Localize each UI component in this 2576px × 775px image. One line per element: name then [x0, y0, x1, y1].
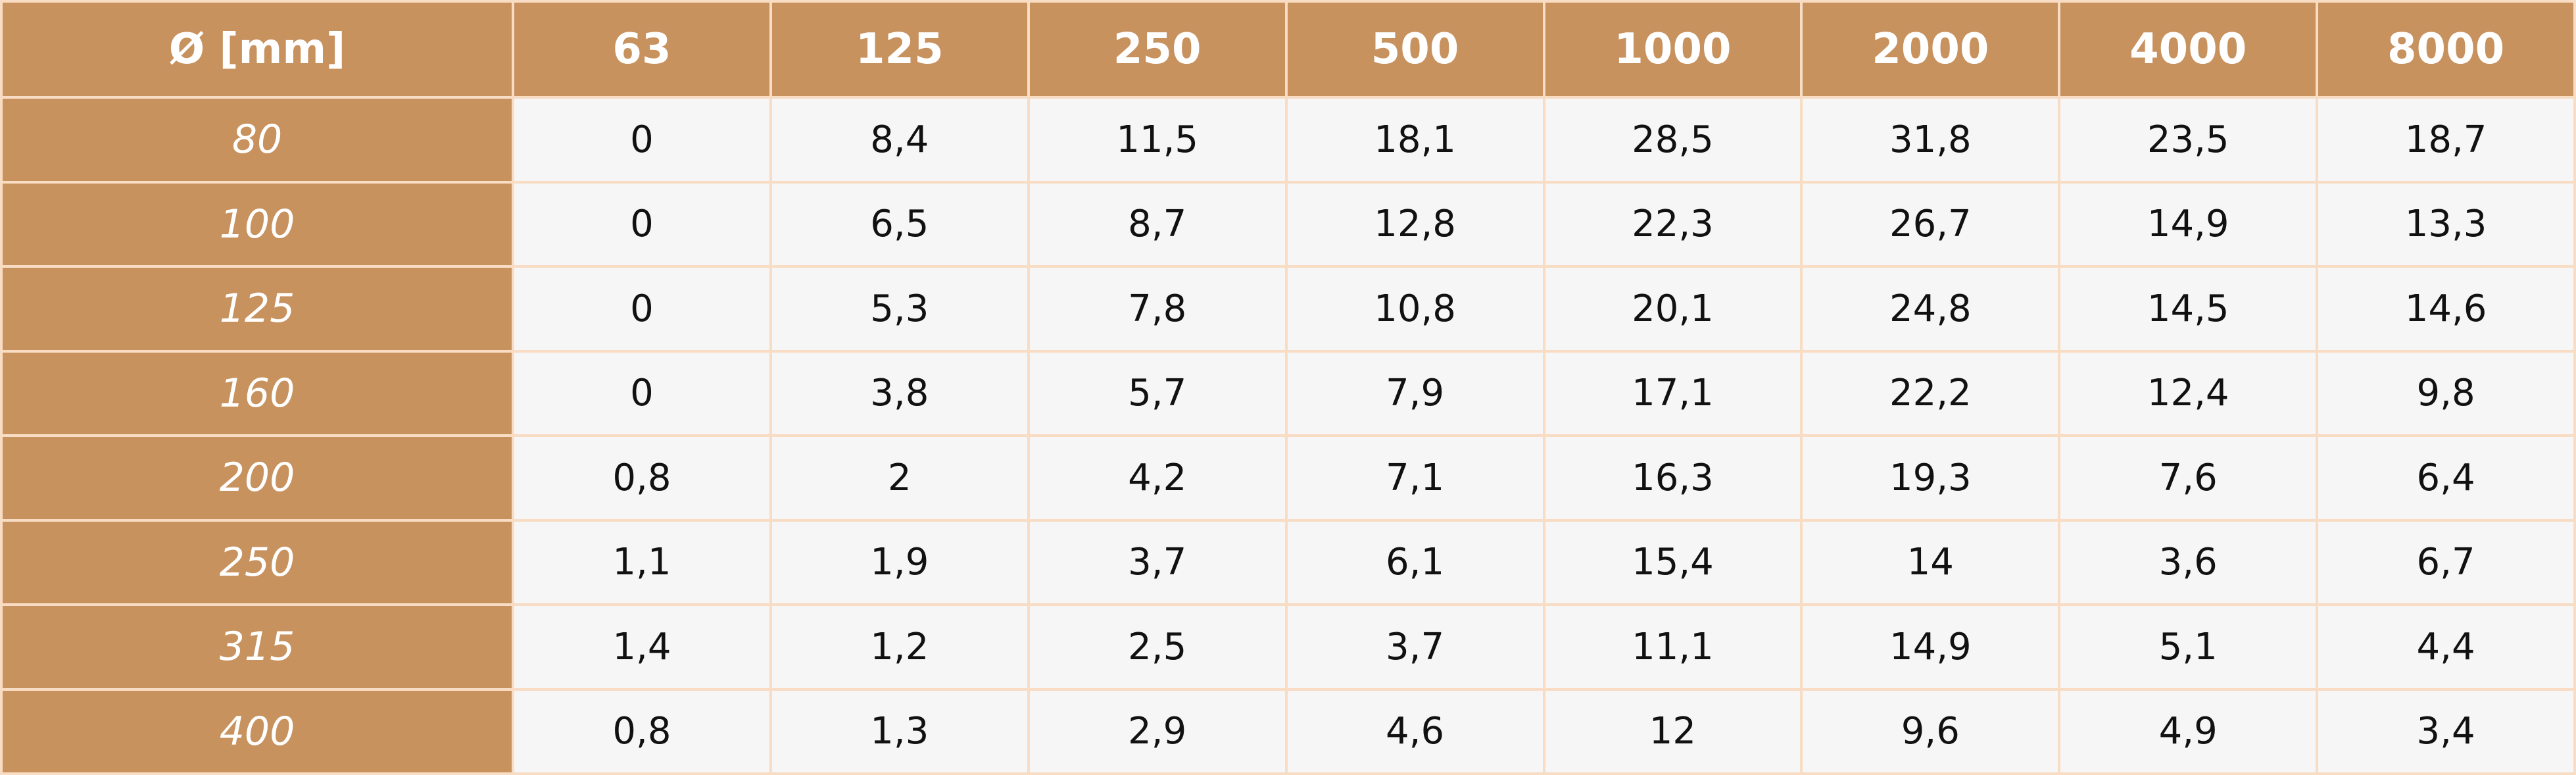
- table-cell: 15,4: [1542, 518, 1803, 606]
- row-header: 400: [0, 688, 514, 775]
- table-cell: 13,3: [2316, 180, 2576, 268]
- table-row: 125 0 5,3 7,8 10,8 20,1 24,8 14,5 14,6: [0, 265, 2576, 353]
- table-cell: 14,5: [2058, 265, 2319, 353]
- table-cell: 22,2: [1800, 349, 2061, 437]
- table-cell: 7,8: [1027, 265, 1288, 353]
- table-cell: 14: [1800, 518, 2061, 606]
- table-row: 400 0,8 1,3 2,9 4,6 12 9,6 4,9 3,4: [0, 688, 2576, 775]
- table-cell: 3,7: [1027, 518, 1288, 606]
- table-cell: 19,3: [1800, 434, 2061, 522]
- table-cell: 4,6: [1284, 688, 1545, 775]
- table-row: 315 1,4 1,2 2,5 3,7 11,1 14,9 5,1 4,4: [0, 603, 2576, 691]
- column-header: 8000: [2316, 0, 2576, 99]
- table-cell: 31,8: [1800, 96, 2061, 184]
- table-cell: 0: [512, 180, 772, 268]
- column-header: 250: [1027, 0, 1288, 99]
- table-cell: 7,9: [1284, 349, 1545, 437]
- table-cell: 2,5: [1027, 603, 1288, 691]
- table-cell: 11,5: [1027, 96, 1288, 184]
- table-cell: 7,1: [1284, 434, 1545, 522]
- row-header: 200: [0, 434, 514, 522]
- table-cell: 22,3: [1542, 180, 1803, 268]
- column-header: 4000: [2058, 0, 2319, 99]
- column-header: 500: [1284, 0, 1545, 99]
- corner-header: Ø [mm]: [0, 0, 514, 99]
- table-row: 250 1,1 1,9 3,7 6,1 15,4 14 3,6 6,7: [0, 518, 2576, 606]
- table-cell: 18,1: [1284, 96, 1545, 184]
- table-cell: 5,1: [2058, 603, 2319, 691]
- table-cell: 9,6: [1800, 688, 2061, 775]
- table-cell: 6,7: [2316, 518, 2576, 606]
- table-cell: 0: [512, 265, 772, 353]
- table-cell: 17,1: [1542, 349, 1803, 437]
- table-cell: 1,2: [769, 603, 1030, 691]
- table-cell: 18,7: [2316, 96, 2576, 184]
- table-cell: 16,3: [1542, 434, 1803, 522]
- table-cell: 14,9: [1800, 603, 2061, 691]
- table-cell: 4,4: [2316, 603, 2576, 691]
- column-header: 1000: [1542, 0, 1803, 99]
- table-cell: 28,5: [1542, 96, 1803, 184]
- table-row: 200 0,8 2 4,2 7,1 16,3 19,3 7,6 6,4: [0, 434, 2576, 522]
- table-cell: 24,8: [1800, 265, 2061, 353]
- column-header: 2000: [1800, 0, 2061, 99]
- row-header: 250: [0, 518, 514, 606]
- header-row: Ø [mm] 63 125 250 500 1000 2000 4000 8000: [0, 0, 2576, 99]
- row-header: 315: [0, 603, 514, 691]
- table-header: Ø [mm] 63 125 250 500 1000 2000 4000 8000: [0, 0, 2576, 99]
- table-cell: 0: [512, 96, 772, 184]
- table-cell: 8,7: [1027, 180, 1288, 268]
- table-cell: 3,6: [2058, 518, 2319, 606]
- table-cell: 3,4: [2316, 688, 2576, 775]
- table-cell: 0,8: [512, 688, 772, 775]
- table-cell: 9,8: [2316, 349, 2576, 437]
- table-cell: 1,3: [769, 688, 1030, 775]
- table-cell: 2,9: [1027, 688, 1288, 775]
- table-cell: 5,3: [769, 265, 1030, 353]
- table-cell: 8,4: [769, 96, 1030, 184]
- table-cell: 3,7: [1284, 603, 1545, 691]
- table-cell: 14,9: [2058, 180, 2319, 268]
- table-cell: 5,7: [1027, 349, 1288, 437]
- row-header: 125: [0, 265, 514, 353]
- table-cell: 4,2: [1027, 434, 1288, 522]
- table-cell: 7,6: [2058, 434, 2319, 522]
- table-cell: 0,8: [512, 434, 772, 522]
- table-cell: 6,5: [769, 180, 1030, 268]
- table-row: 160 0 3,8 5,7 7,9 17,1 22,2 12,4 9,8: [0, 349, 2576, 437]
- row-header: 100: [0, 180, 514, 268]
- table-cell: 4,9: [2058, 688, 2319, 775]
- table-cell: 0: [512, 349, 772, 437]
- table-cell: 10,8: [1284, 265, 1545, 353]
- table-cell: 26,7: [1800, 180, 2061, 268]
- table-row: 100 0 6,5 8,7 12,8 22,3 26,7 14,9 13,3: [0, 180, 2576, 268]
- table-cell: 6,4: [2316, 434, 2576, 522]
- column-header: 63: [512, 0, 772, 99]
- row-header: 80: [0, 96, 514, 184]
- table-cell: 3,8: [769, 349, 1030, 437]
- row-header: 160: [0, 349, 514, 437]
- table-cell: 14,6: [2316, 265, 2576, 353]
- table-cell: 1,4: [512, 603, 772, 691]
- table-body: 80 0 8,4 11,5 18,1 28,5 31,8 23,5 18,7 100 0 6,5 8,7…: [0, 96, 2576, 775]
- table-cell: 11,1: [1542, 603, 1803, 691]
- table-cell: 1,1: [512, 518, 772, 606]
- column-header: 125: [769, 0, 1030, 99]
- table-cell: 20,1: [1542, 265, 1803, 353]
- table-cell: 6,1: [1284, 518, 1545, 606]
- table-cell: 2: [769, 434, 1030, 522]
- table-cell: 12,8: [1284, 180, 1545, 268]
- table-cell: 23,5: [2058, 96, 2319, 184]
- table-cell: 12: [1542, 688, 1803, 775]
- table-row: 80 0 8,4 11,5 18,1 28,5 31,8 23,5 18,7: [0, 96, 2576, 184]
- table-cell: 1,9: [769, 518, 1030, 606]
- table-cell: 12,4: [2058, 349, 2319, 437]
